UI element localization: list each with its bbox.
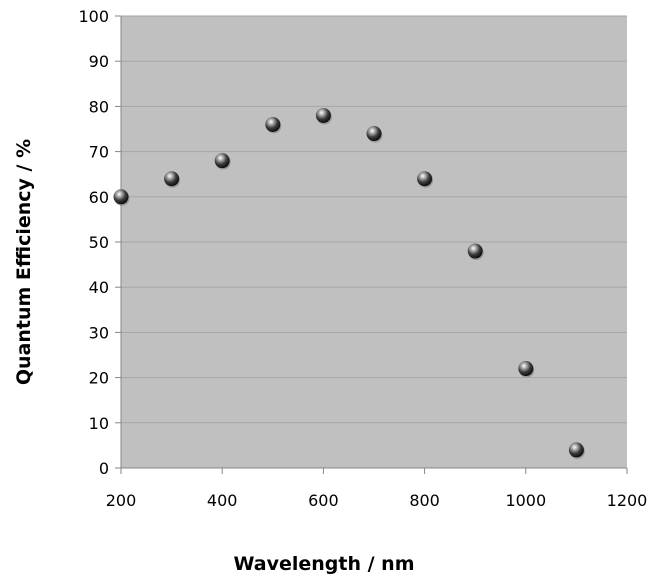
y-tick-label: 20 [89, 369, 109, 388]
y-tick-label: 0 [99, 459, 109, 478]
y-tick-label: 60 [89, 188, 109, 207]
y-tick-label: 40 [89, 278, 109, 297]
y-tick-label: 30 [89, 323, 109, 342]
y-tick-label: 80 [89, 97, 109, 116]
data-point [417, 171, 434, 188]
y-tick-label: 100 [78, 7, 109, 26]
data-point [113, 189, 130, 206]
data-point [518, 361, 535, 378]
data-point [568, 442, 585, 459]
x-tick-label: 1200 [607, 491, 648, 510]
gridlines [121, 15, 627, 424]
x-tick-label: 400 [207, 491, 238, 510]
x-tick-label: 1000 [505, 491, 546, 510]
data-point [467, 243, 484, 261]
tick-labels: 0 10 20 30 40 50 60 70 80 90 100 200 400 600 800 1000 12… [78, 7, 647, 510]
data-point [164, 171, 181, 188]
y-axis-title: Quantum Efficiency / % [13, 139, 35, 385]
data-point [265, 116, 282, 134]
axes [115, 15, 628, 474]
x-tick-label: 200 [106, 491, 137, 510]
data-points [113, 107, 585, 459]
y-tick-label: 10 [89, 414, 109, 433]
data-point [214, 153, 231, 170]
data-point [366, 126, 383, 143]
x-tick-label: 600 [308, 491, 339, 510]
x-axis-title: Wavelength / nm [233, 553, 414, 575]
y-tick-label: 70 [89, 143, 109, 162]
y-tick-label: 50 [89, 233, 109, 252]
y-tick-label: 90 [89, 52, 109, 71]
x-tick-label: 800 [409, 491, 440, 510]
data-point [315, 107, 332, 125]
